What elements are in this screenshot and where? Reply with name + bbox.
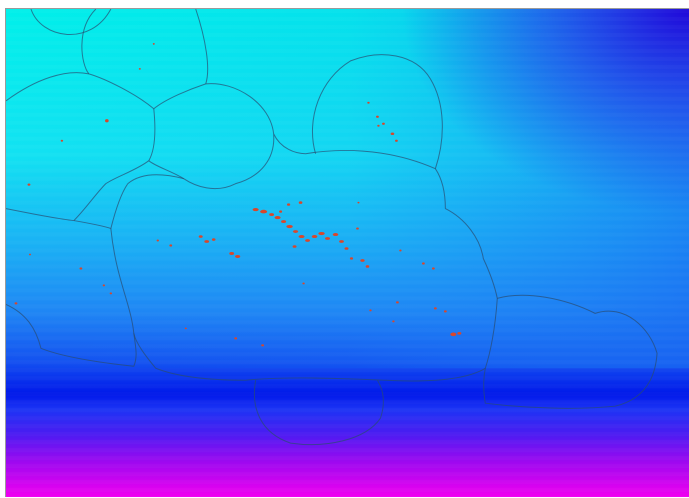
color-field — [6, 9, 689, 497]
region-north-west-lobe[interactable] — [81, 9, 209, 110]
cluster-southeast[interactable] — [392, 262, 462, 337]
region-northwest-corner[interactable] — [30, 9, 112, 35]
region-central-main[interactable] — [110, 149, 498, 382]
choropleth-map[interactable] — [6, 9, 689, 497]
region-southwest[interactable] — [6, 303, 137, 367]
region-northeast-island-zone[interactable] — [312, 54, 446, 209]
region-south-lobe[interactable] — [253, 379, 384, 446]
cluster-scattered[interactable] — [14, 43, 402, 347]
point-clusters — [14, 43, 462, 347]
cluster-northeast[interactable] — [367, 101, 398, 142]
region-boundaries — [6, 9, 658, 446]
cluster-west[interactable] — [79, 235, 241, 295]
cluster-central-chain[interactable] — [252, 201, 370, 268]
region-west-upper[interactable] — [6, 72, 156, 222]
map-frame[interactable] — [5, 8, 689, 497]
region-east-lobe[interactable] — [483, 294, 658, 409]
region-center-north[interactable] — [148, 83, 306, 190]
